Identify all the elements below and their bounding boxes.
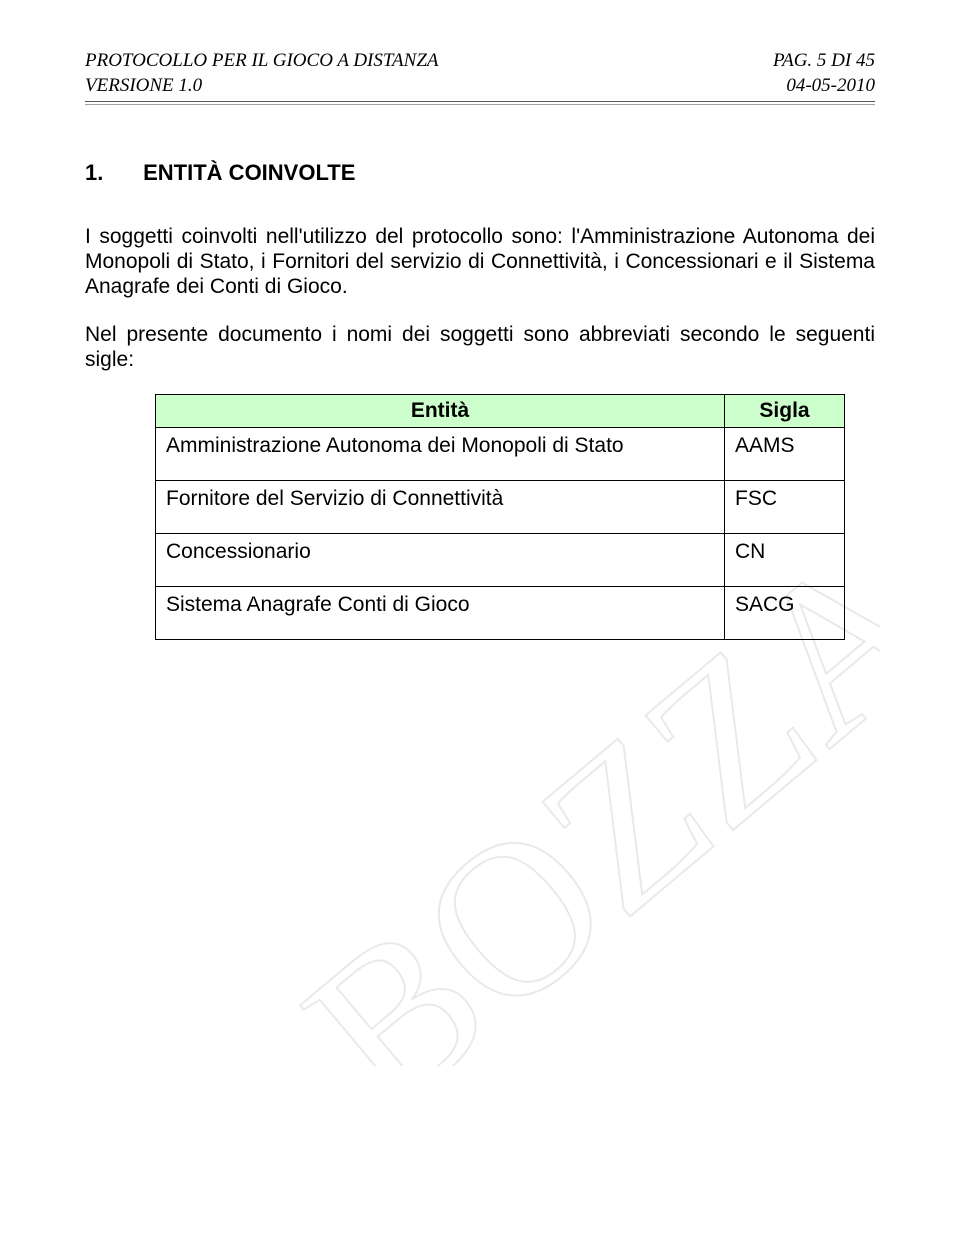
cell-sigla: FSC [725,480,845,533]
table-row: Concessionario CN [156,533,845,586]
doc-title: PROTOCOLLO PER IL GIOCO A DISTANZA [85,50,439,72]
page-number: PAG. 5 DI 45 [773,50,875,72]
cell-entita: Amministrazione Autonoma dei Monopoli di… [156,427,725,480]
cell-entita: Sistema Anagrafe Conti di Gioco [156,586,725,639]
entities-table: Entità Sigla Amministrazione Autonoma de… [155,394,845,640]
paragraph-2: Nel presente documento i nomi dei sogget… [85,322,875,372]
header-rule [85,102,875,105]
section-number: 1. [85,160,137,186]
cell-entita: Fornitore del Servizio di Connettività [156,480,725,533]
table-header-row: Entità Sigla [156,394,845,427]
cell-sigla: SACG [725,586,845,639]
col-header-sigla: Sigla [725,394,845,427]
page-header-row1: PROTOCOLLO PER IL GIOCO A DISTANZA PAG. … [85,50,875,72]
cell-sigla: AAMS [725,427,845,480]
cell-sigla: CN [725,533,845,586]
table-row: Amministrazione Autonoma dei Monopoli di… [156,427,845,480]
entities-table-wrap: Entità Sigla Amministrazione Autonoma de… [155,394,845,640]
col-header-entita: Entità [156,394,725,427]
cell-entita: Concessionario [156,533,725,586]
page-header-row2: VERSIONE 1.0 04-05-2010 [85,75,875,102]
table-row: Fornitore del Servizio di Connettività F… [156,480,845,533]
version-label: VERSIONE 1.0 [85,75,202,97]
table-row: Sistema Anagrafe Conti di Gioco SACG [156,586,845,639]
doc-date: 04-05-2010 [786,75,875,97]
section-title: ENTITÀ COINVOLTE [143,160,355,185]
paragraph-1: I soggetti coinvolti nell'utilizzo del p… [85,224,875,300]
section-heading: 1. ENTITÀ COINVOLTE [85,160,875,186]
